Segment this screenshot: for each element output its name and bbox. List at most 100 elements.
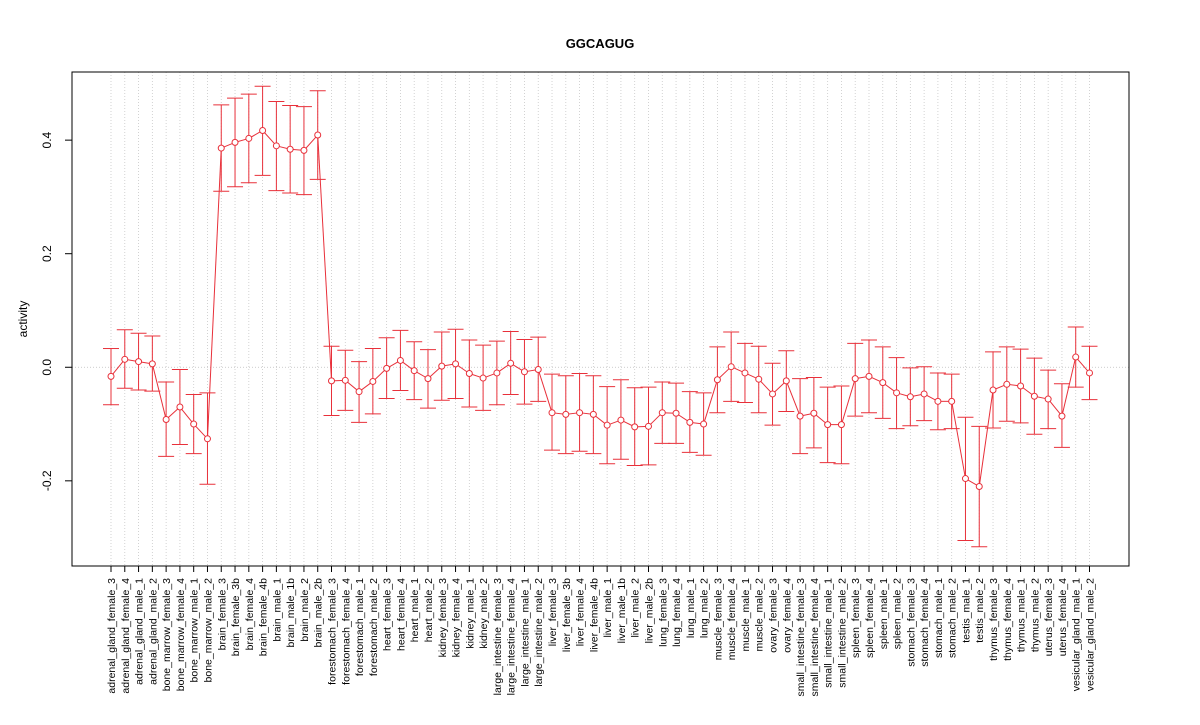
data-point bbox=[920, 390, 928, 398]
series-segment bbox=[317, 134, 333, 381]
x-tick-label: brain_female_4 bbox=[244, 578, 256, 651]
y-tick-label: 0.0 bbox=[40, 359, 54, 376]
y-tick-label: 0.2 bbox=[40, 245, 54, 262]
series-segment bbox=[179, 406, 195, 425]
data-point bbox=[948, 397, 956, 405]
data-point bbox=[603, 421, 611, 429]
series-segment bbox=[206, 148, 222, 439]
x-tick-label: liver_female_4b bbox=[588, 578, 600, 652]
x-tick-label: liver_male_2b bbox=[643, 578, 655, 644]
data-point bbox=[810, 409, 818, 417]
x-tick-label: adrenal_gland_female_3 bbox=[106, 578, 118, 694]
y-axis-label: activity bbox=[16, 301, 30, 338]
series-segment bbox=[110, 359, 126, 377]
data-point bbox=[217, 144, 225, 152]
data-point bbox=[906, 393, 914, 401]
x-tick-label: heart_female_4 bbox=[395, 578, 407, 651]
data-point bbox=[1017, 382, 1025, 390]
chart-title: GGCAGUG bbox=[566, 36, 635, 51]
x-tick-label: small_intestine_female_3 bbox=[795, 578, 807, 697]
data-point bbox=[1072, 353, 1080, 361]
series-segment bbox=[1061, 356, 1077, 417]
x-tick-label: thymus_female_3 bbox=[988, 578, 1000, 661]
data-point bbox=[713, 376, 721, 384]
x-tick-label: liver_female_3b bbox=[561, 578, 573, 652]
data-point bbox=[328, 377, 336, 385]
x-tick-label: liver_female_4 bbox=[575, 578, 587, 646]
data-point bbox=[1086, 369, 1093, 377]
series-segment bbox=[1047, 398, 1063, 417]
x-tick-label: muscle_male_1 bbox=[740, 578, 752, 652]
data-point bbox=[837, 421, 845, 429]
x-tick-label: thymus_male_1 bbox=[1016, 578, 1028, 652]
data-point bbox=[727, 363, 735, 371]
x-tick-label: lung_female_3 bbox=[657, 578, 669, 647]
data-point bbox=[396, 356, 404, 364]
data-point bbox=[1058, 412, 1066, 420]
x-tick-label: brain_female_3 bbox=[216, 578, 228, 651]
data-point bbox=[231, 138, 239, 146]
data-point bbox=[424, 375, 432, 383]
data-point bbox=[259, 126, 267, 134]
x-tick-label: small_intestine_female_4 bbox=[809, 578, 821, 697]
x-tick-label: testis_male_2 bbox=[974, 578, 986, 643]
x-tick-label: ovary_female_3 bbox=[768, 578, 780, 653]
data-point bbox=[782, 377, 790, 385]
data-point bbox=[162, 416, 170, 424]
data-point bbox=[203, 435, 211, 443]
x-tick-label: kidney_male_1 bbox=[464, 578, 476, 649]
x-tick-label: liver_male_1b bbox=[616, 578, 628, 644]
series-segment bbox=[537, 369, 553, 413]
data-point bbox=[383, 364, 391, 372]
data-point bbox=[658, 409, 666, 417]
x-tick-label: stomach_male_1 bbox=[933, 578, 945, 658]
data-point bbox=[465, 370, 473, 378]
data-point bbox=[961, 475, 969, 483]
data-point bbox=[879, 379, 887, 387]
series-segment bbox=[151, 363, 167, 420]
data-point bbox=[534, 366, 542, 374]
x-tick-label: small_intestine_male_2 bbox=[836, 578, 848, 688]
data-point bbox=[824, 421, 832, 429]
data-point bbox=[121, 355, 129, 363]
data-point bbox=[851, 375, 859, 383]
plot-frame bbox=[71, 71, 1130, 567]
data-point bbox=[245, 134, 253, 142]
x-tick-label: brain_male_2 bbox=[299, 578, 311, 642]
x-tick-label: stomach_female_3 bbox=[905, 578, 917, 667]
x-tick-label: bone_marrow_male_2 bbox=[202, 578, 214, 683]
data-point bbox=[975, 483, 983, 491]
x-tick-label: forestomach_female_3 bbox=[327, 578, 339, 685]
x-tick-label: stomach_male_2 bbox=[947, 578, 959, 658]
x-tick-label: bone_marrow_female_3 bbox=[161, 578, 173, 691]
x-tick-label: vesicular_gland_male_2 bbox=[1085, 578, 1097, 691]
x-tick-label: liver_male_1 bbox=[602, 578, 614, 638]
x-tick-label: adrenal_gland_male_1 bbox=[134, 578, 146, 685]
data-point bbox=[520, 368, 528, 376]
data-point bbox=[769, 390, 777, 398]
x-tick-label: adrenal_gland_female_4 bbox=[120, 578, 132, 694]
data-point bbox=[176, 403, 184, 411]
x-tick-label: kidney_male_2 bbox=[478, 578, 490, 649]
x-tick-label: ovary_female_4 bbox=[781, 578, 793, 653]
data-point bbox=[493, 369, 501, 377]
data-point bbox=[148, 360, 156, 368]
data-point bbox=[989, 386, 997, 394]
data-point bbox=[438, 362, 446, 370]
x-tick-label: forestomach_male_1 bbox=[354, 578, 366, 676]
x-tick-label: brain_male_1b bbox=[285, 578, 297, 648]
data-point bbox=[796, 412, 804, 420]
x-tick-label: kidney_female_4 bbox=[451, 578, 463, 658]
x-tick-label: forestomach_male_2 bbox=[368, 578, 380, 676]
x-tick-label: lung_male_2 bbox=[699, 578, 711, 638]
x-tick-label: adrenal_gland_male_2 bbox=[147, 578, 159, 685]
y-tick-label: 0.4 bbox=[40, 131, 54, 148]
data-point bbox=[355, 388, 363, 396]
x-tick-label: vesicular_gland_male_1 bbox=[1071, 578, 1083, 691]
x-tick-label: large_intestine_female_4 bbox=[506, 578, 518, 695]
data-point bbox=[1030, 392, 1038, 400]
data-point bbox=[107, 372, 115, 380]
